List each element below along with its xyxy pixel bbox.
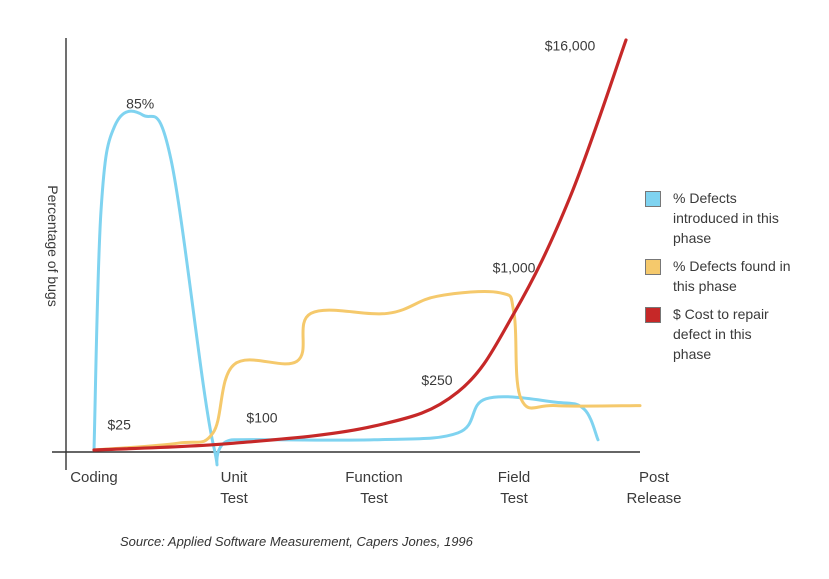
legend-swatch-introduced [645,191,661,207]
series-line-repair-cost [92,38,628,452]
data-label: 85% [126,95,154,111]
x-tick-label: Coding [70,469,118,486]
legend-item-found: % Defects found in this phase [645,256,815,296]
legend-label-introduced: % Defects introduced in this phase [673,190,779,246]
series-line-defects-found [92,290,642,452]
data-label: $100 [246,410,277,426]
y-axis-label: Percentage of bugs [45,185,61,306]
legend: % Defects introduced in this phase % Def… [645,188,815,372]
x-tick-label: Unit Test [220,469,248,507]
data-label: $16,000 [545,37,596,53]
legend-swatch-cost [645,307,661,323]
data-label: $250 [421,372,452,388]
legend-label-cost: $ Cost to repair defect in this phase [673,306,769,362]
series-line-defects-introduced [92,109,600,467]
data-label: $25 [108,417,132,433]
legend-item-introduced: % Defects introduced in this phase [645,188,815,248]
x-tick-label: Function Test [345,469,403,507]
legend-item-cost: $ Cost to repair defect in this phase [645,304,815,364]
source-caption: Source: Applied Software Measurement, Ca… [120,534,473,549]
data-label: $1,000 [493,259,536,275]
x-tick-label: Field Test [498,469,531,507]
legend-label-found: % Defects found in this phase [673,258,791,294]
legend-swatch-found [645,259,661,275]
x-tick-label: Post Release [626,469,681,507]
